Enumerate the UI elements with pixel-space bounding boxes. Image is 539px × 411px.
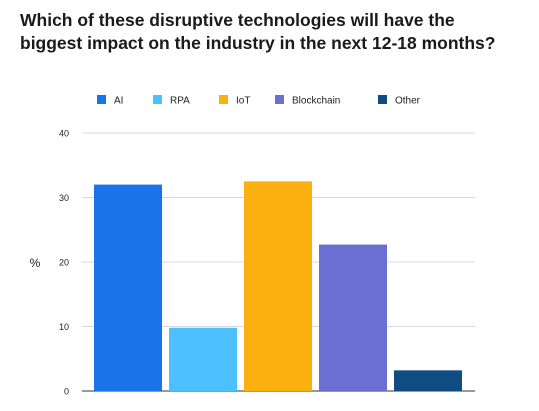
legend-swatch-ai: [97, 95, 106, 104]
legend-label-rpa: RPA: [170, 96, 190, 107]
legend-swatch-rpa: [153, 95, 162, 104]
y-tick-label: 10: [59, 322, 69, 332]
y-axis-label: %: [30, 256, 41, 270]
chart-title: Which of these disruptive technologies w…: [20, 10, 496, 53]
legend-label-other: Other: [395, 96, 421, 107]
bar-rpa: [169, 327, 237, 391]
bar-ai: [94, 184, 162, 391]
y-tick-labels: 0 10 20 30 40: [59, 129, 69, 397]
legend-label-blockchain: Blockchain: [292, 96, 340, 107]
legend-swatch-blockchain: [275, 95, 284, 104]
bars: [94, 181, 462, 391]
legend: AI RPA IoT Blockchain Other: [97, 95, 421, 107]
bar-blockchain: [319, 244, 387, 391]
y-tick-label: 30: [59, 193, 69, 203]
legend-label-ai: AI: [114, 96, 123, 107]
bar-iot: [244, 181, 312, 391]
y-tick-label: 40: [59, 129, 69, 139]
y-tick-label: 20: [59, 258, 69, 268]
legend-label-iot: IoT: [236, 96, 250, 107]
legend-swatch-iot: [219, 95, 228, 104]
bar-other: [394, 370, 462, 391]
y-tick-label: 0: [64, 387, 69, 397]
legend-swatch-other: [378, 95, 387, 104]
